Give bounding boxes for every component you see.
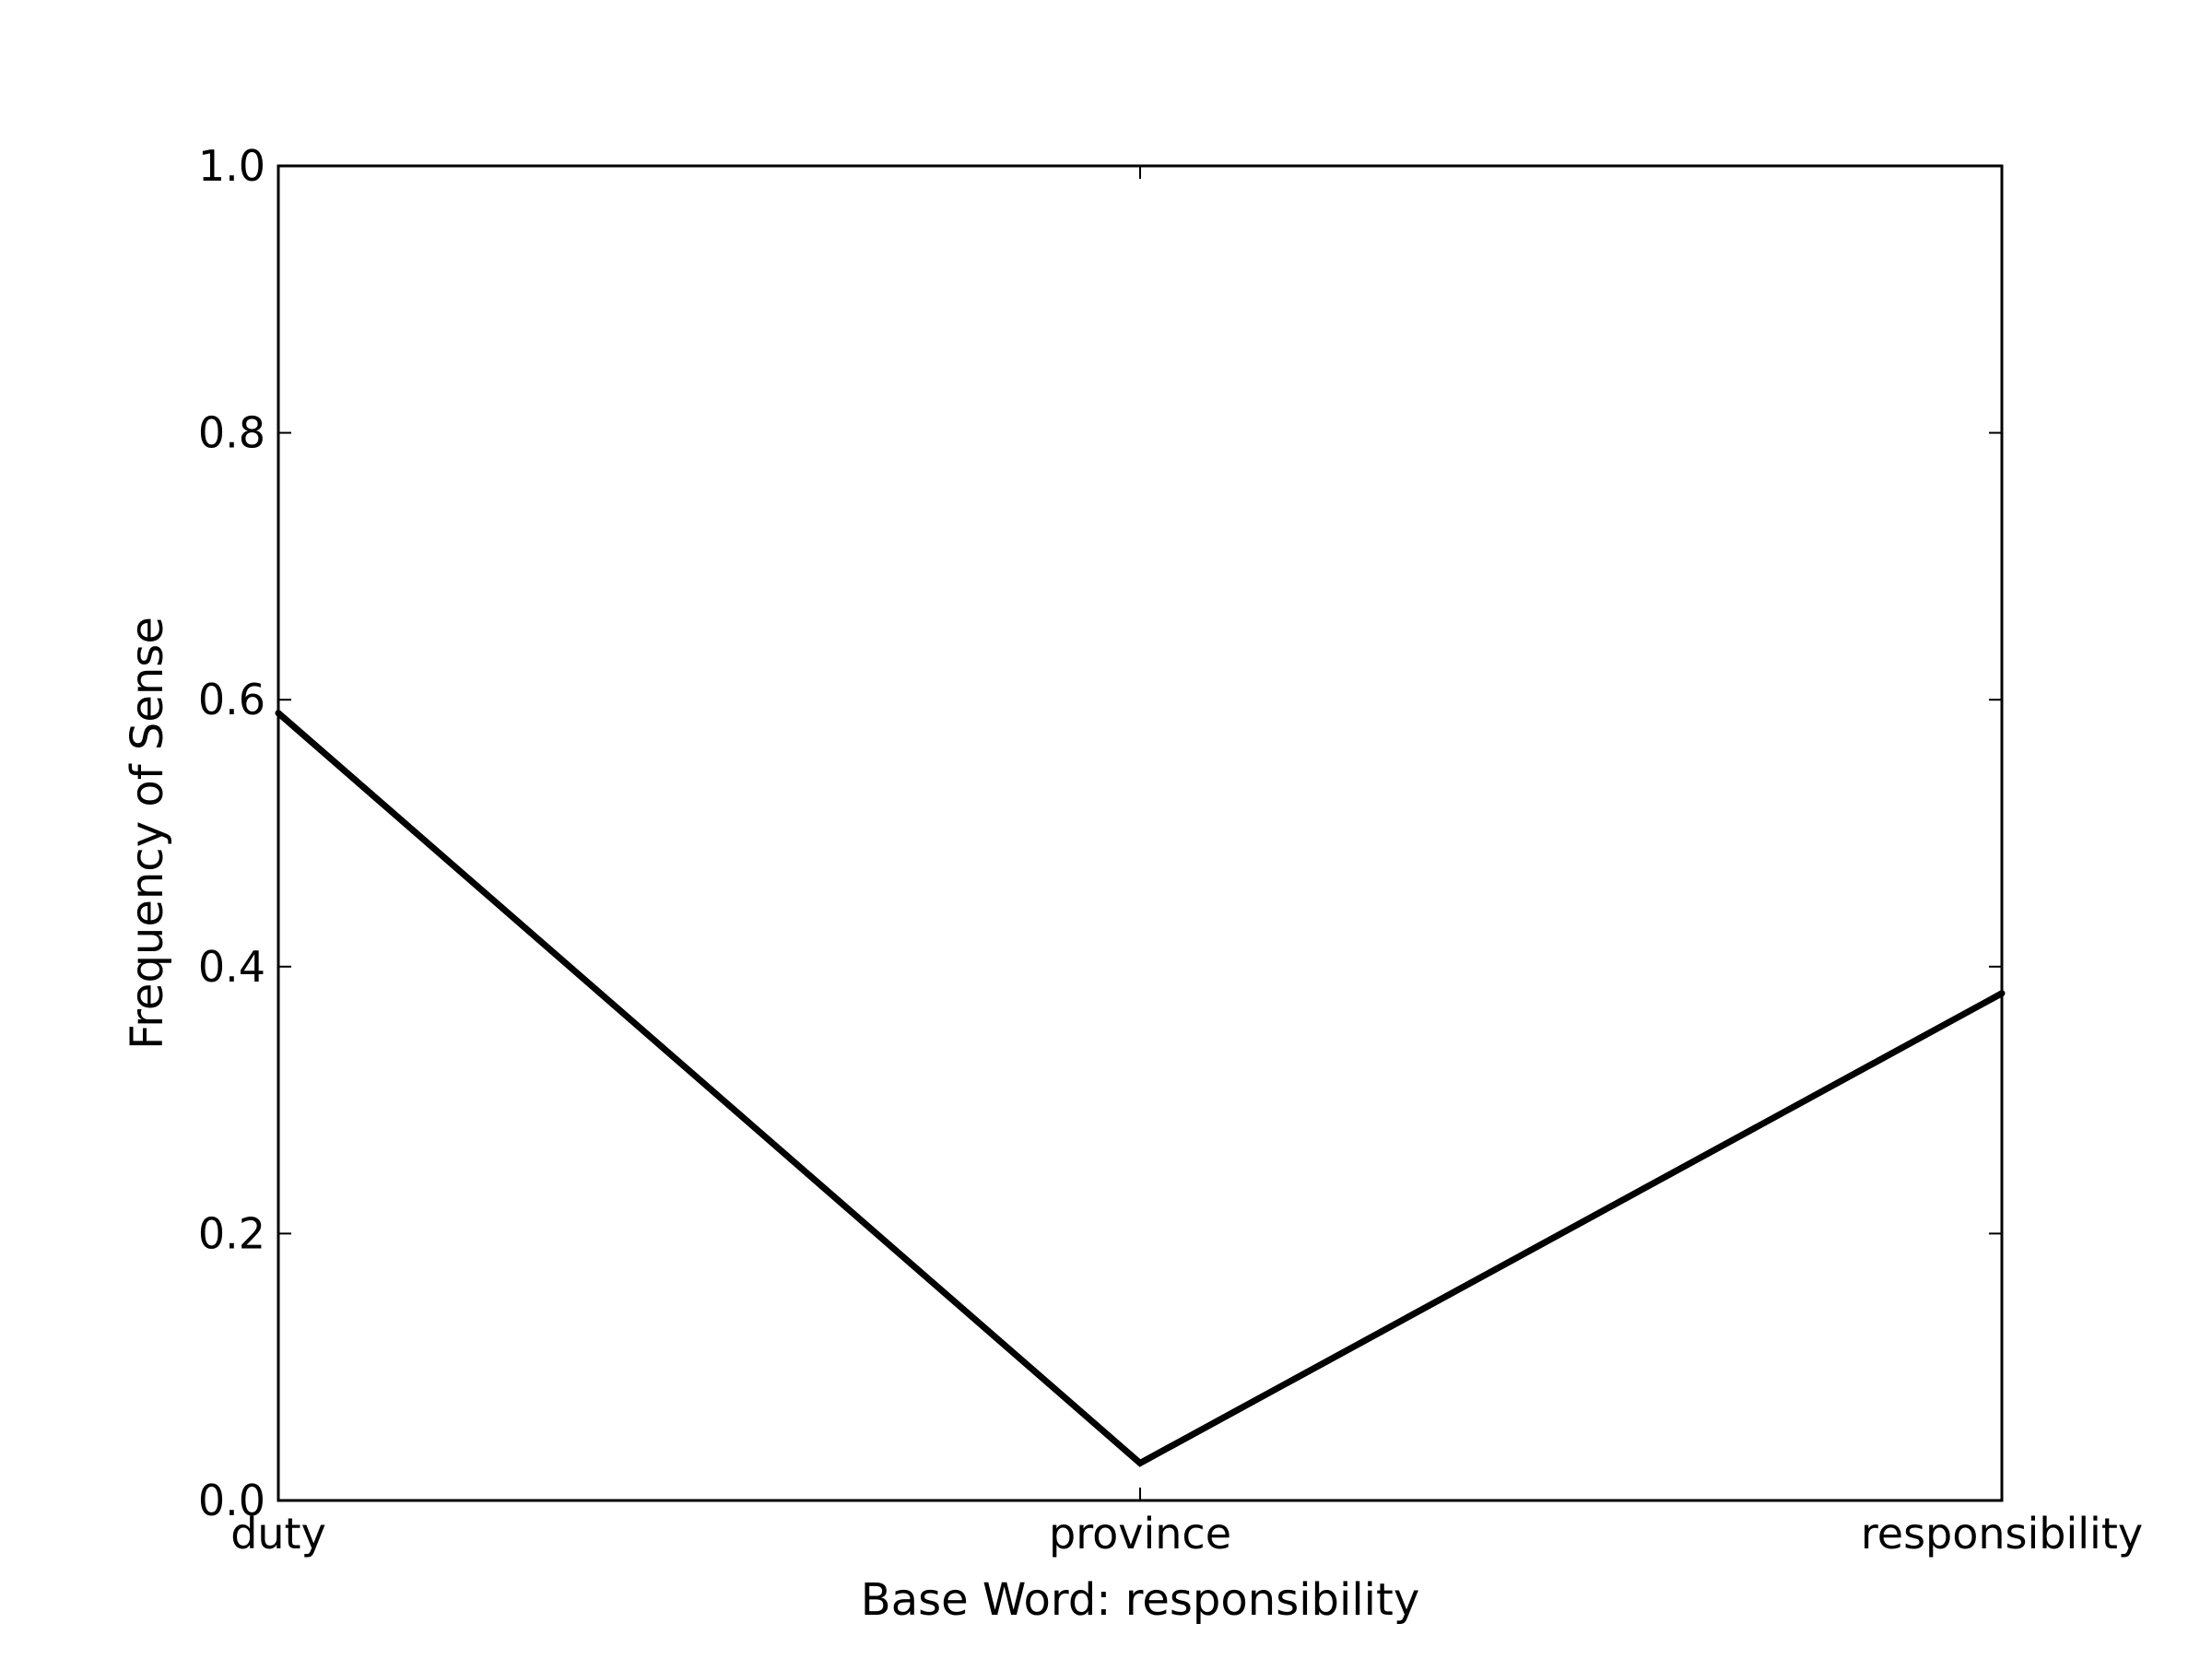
y-tick-label: 1.0 [198,141,265,191]
y-tick-label: 0.4 [198,942,265,992]
tick-labels-layer: 0.0 0.2 0.4 0.6 0.8 1.0 duty province responsibi… [198,141,2143,1559]
series-line [276,711,2004,1467]
plot-frame [276,164,2004,1502]
data-point [275,710,282,717]
x-tick-label: province [1049,1509,1231,1559]
x-axis-title: Base Word: responsibility [861,1574,1419,1626]
series-layer [275,710,2006,1467]
ticks-layer [277,165,2003,1501]
x-tick-label: responsibility [1861,1509,2143,1559]
x-tick-label: duty [230,1509,326,1559]
data-point [1998,990,2006,997]
y-tick-label: 0.6 [198,675,265,724]
y-tick-label: 0.0 [198,1476,265,1525]
data-point [1136,1459,1144,1466]
y-tick-label: 0.2 [198,1208,265,1258]
y-tick-label: 0.8 [198,408,265,458]
y-axis-title: Frequency of Sense [122,617,173,1050]
